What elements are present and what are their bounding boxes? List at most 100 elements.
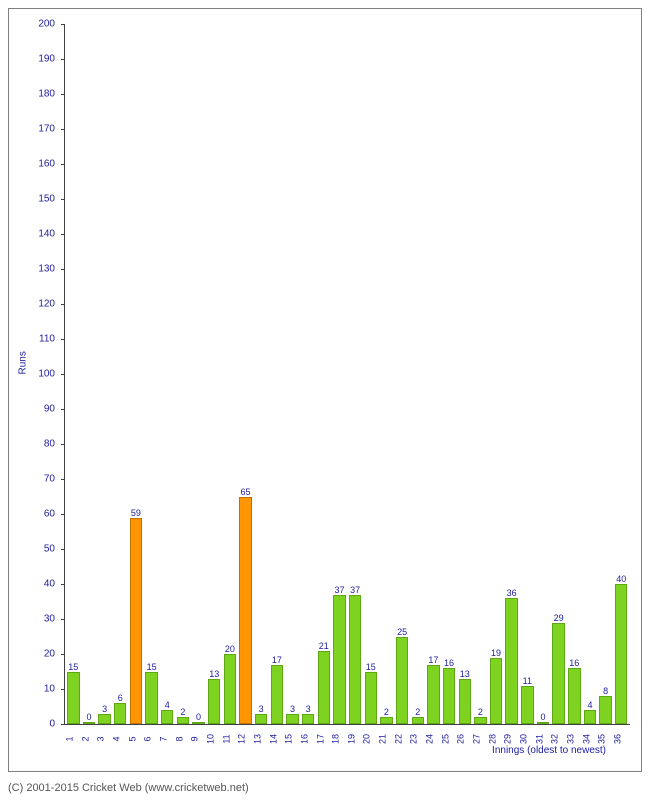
bar-slot: 13 — [457, 24, 472, 724]
x-tick-label: 20 — [362, 732, 378, 747]
bar-slot: 0 — [536, 24, 551, 724]
bar-value-label: 15 — [68, 663, 78, 673]
x-tick-label: 12 — [237, 732, 253, 747]
x-tick-label: 5 — [127, 732, 143, 747]
bar: 4 — [584, 710, 596, 724]
y-tick-label: 90 — [44, 404, 55, 415]
bar-slot: 40 — [614, 24, 629, 724]
y-tick-label: 180 — [38, 89, 55, 100]
y-axis-title: Runs — [18, 351, 29, 374]
bar-slot: 6 — [113, 24, 128, 724]
bar-slot: 15 — [363, 24, 378, 724]
bar-slot: 2 — [410, 24, 425, 724]
x-axis-title: Innings (oldest to newest) — [492, 745, 606, 756]
bar: 16 — [568, 668, 580, 724]
x-tick-label: 36 — [612, 732, 628, 747]
bar-value-label: 8 — [600, 687, 610, 697]
bar-slot: 2 — [473, 24, 488, 724]
y-tick-label: 10 — [44, 684, 55, 695]
y-tick-label: 160 — [38, 159, 55, 170]
x-tick-label: 14 — [268, 732, 284, 747]
bar-value-label: 16 — [569, 659, 579, 669]
bar-value-label: 4 — [585, 701, 595, 711]
bar: 36 — [505, 598, 517, 724]
bar-value-label: 21 — [319, 642, 329, 652]
bar: 16 — [443, 668, 455, 724]
bar-value-label: 17 — [428, 656, 438, 666]
bar: 25 — [396, 637, 408, 725]
bar-slot: 25 — [395, 24, 410, 724]
bar: 17 — [271, 665, 283, 725]
x-tick-label: 11 — [221, 732, 237, 747]
y-tick-label: 30 — [44, 614, 55, 625]
y-tick-label: 190 — [38, 54, 55, 65]
bar-value-label: 3 — [287, 705, 297, 715]
x-tick-label: 23 — [409, 732, 425, 747]
bar-value-label: 2 — [475, 708, 485, 718]
bar-slot: 36 — [504, 24, 519, 724]
bar-value-label: 13 — [460, 670, 470, 680]
bar: 13 — [208, 679, 220, 725]
bar-value-label: 65 — [240, 488, 250, 498]
bar-value-label: 59 — [131, 509, 141, 519]
bar-value-label: 15 — [366, 663, 376, 673]
x-tick-label: 17 — [315, 732, 331, 747]
bar-slot: 37 — [348, 24, 363, 724]
bar: 59 — [130, 518, 142, 725]
bar: 2 — [380, 717, 392, 724]
bar-slot: 17 — [270, 24, 285, 724]
bar-value-label: 3 — [303, 705, 313, 715]
bar-value-label: 36 — [506, 589, 516, 599]
copyright-text: (C) 2001-2015 Cricket Web (www.cricketwe… — [8, 782, 249, 794]
bar-slot: 15 — [144, 24, 159, 724]
bar: 20 — [224, 654, 236, 724]
x-tick-label: 18 — [330, 732, 346, 747]
bar-slot: 3 — [301, 24, 316, 724]
bar: 37 — [333, 595, 345, 725]
bar-slot: 29 — [551, 24, 566, 724]
bar-value-label: 0 — [193, 713, 203, 723]
chart-container: 0102030405060708090100110120130140150160… — [0, 0, 650, 800]
y-tick-label: 40 — [44, 579, 55, 590]
bar: 65 — [239, 497, 251, 725]
x-tick-label: 4 — [111, 732, 127, 747]
x-tick-label: 19 — [346, 732, 362, 747]
bar-value-label: 15 — [146, 663, 156, 673]
y-tick-label: 70 — [44, 474, 55, 485]
bar: 19 — [490, 658, 502, 725]
bar-value-label: 37 — [350, 586, 360, 596]
x-tick-label: 16 — [299, 732, 315, 747]
bar: 3 — [302, 714, 314, 725]
bar-value-label: 20 — [225, 645, 235, 655]
y-axis-labels: 0102030405060708090100110120130140150160… — [9, 24, 59, 724]
bar: 2 — [474, 717, 486, 724]
bar-slot: 4 — [583, 24, 598, 724]
bar: 21 — [318, 651, 330, 725]
bar-value-label: 13 — [209, 670, 219, 680]
bar-value-label: 2 — [413, 708, 423, 718]
bar-slot: 37 — [332, 24, 347, 724]
bar-slot: 2 — [176, 24, 191, 724]
x-tick-label: 8 — [174, 732, 190, 747]
bar-slot: 0 — [191, 24, 206, 724]
bar: 17 — [427, 665, 439, 725]
x-axis-labels: 1234567891011121314151617181920212223242… — [64, 725, 629, 741]
bar: 40 — [615, 584, 627, 724]
bar-slot: 20 — [223, 24, 238, 724]
x-tick-label: 9 — [190, 732, 206, 747]
bar-value-label: 2 — [381, 708, 391, 718]
y-tick-label: 140 — [38, 229, 55, 240]
y-tick-label: 150 — [38, 194, 55, 205]
bar: 2 — [177, 717, 189, 724]
bar-slot: 21 — [317, 24, 332, 724]
x-tick-label: 7 — [158, 732, 174, 747]
x-tick-label: 3 — [96, 732, 112, 747]
x-tick-label: 24 — [424, 732, 440, 747]
x-tick-label: 6 — [143, 732, 159, 747]
bar-value-label: 4 — [162, 701, 172, 711]
bar-value-label: 0 — [84, 713, 94, 723]
plot-area: 1503659154201320653173321373715225217161… — [64, 24, 630, 725]
bar: 37 — [349, 595, 361, 725]
bar-slot: 8 — [598, 24, 613, 724]
bar-value-label: 3 — [99, 705, 109, 715]
